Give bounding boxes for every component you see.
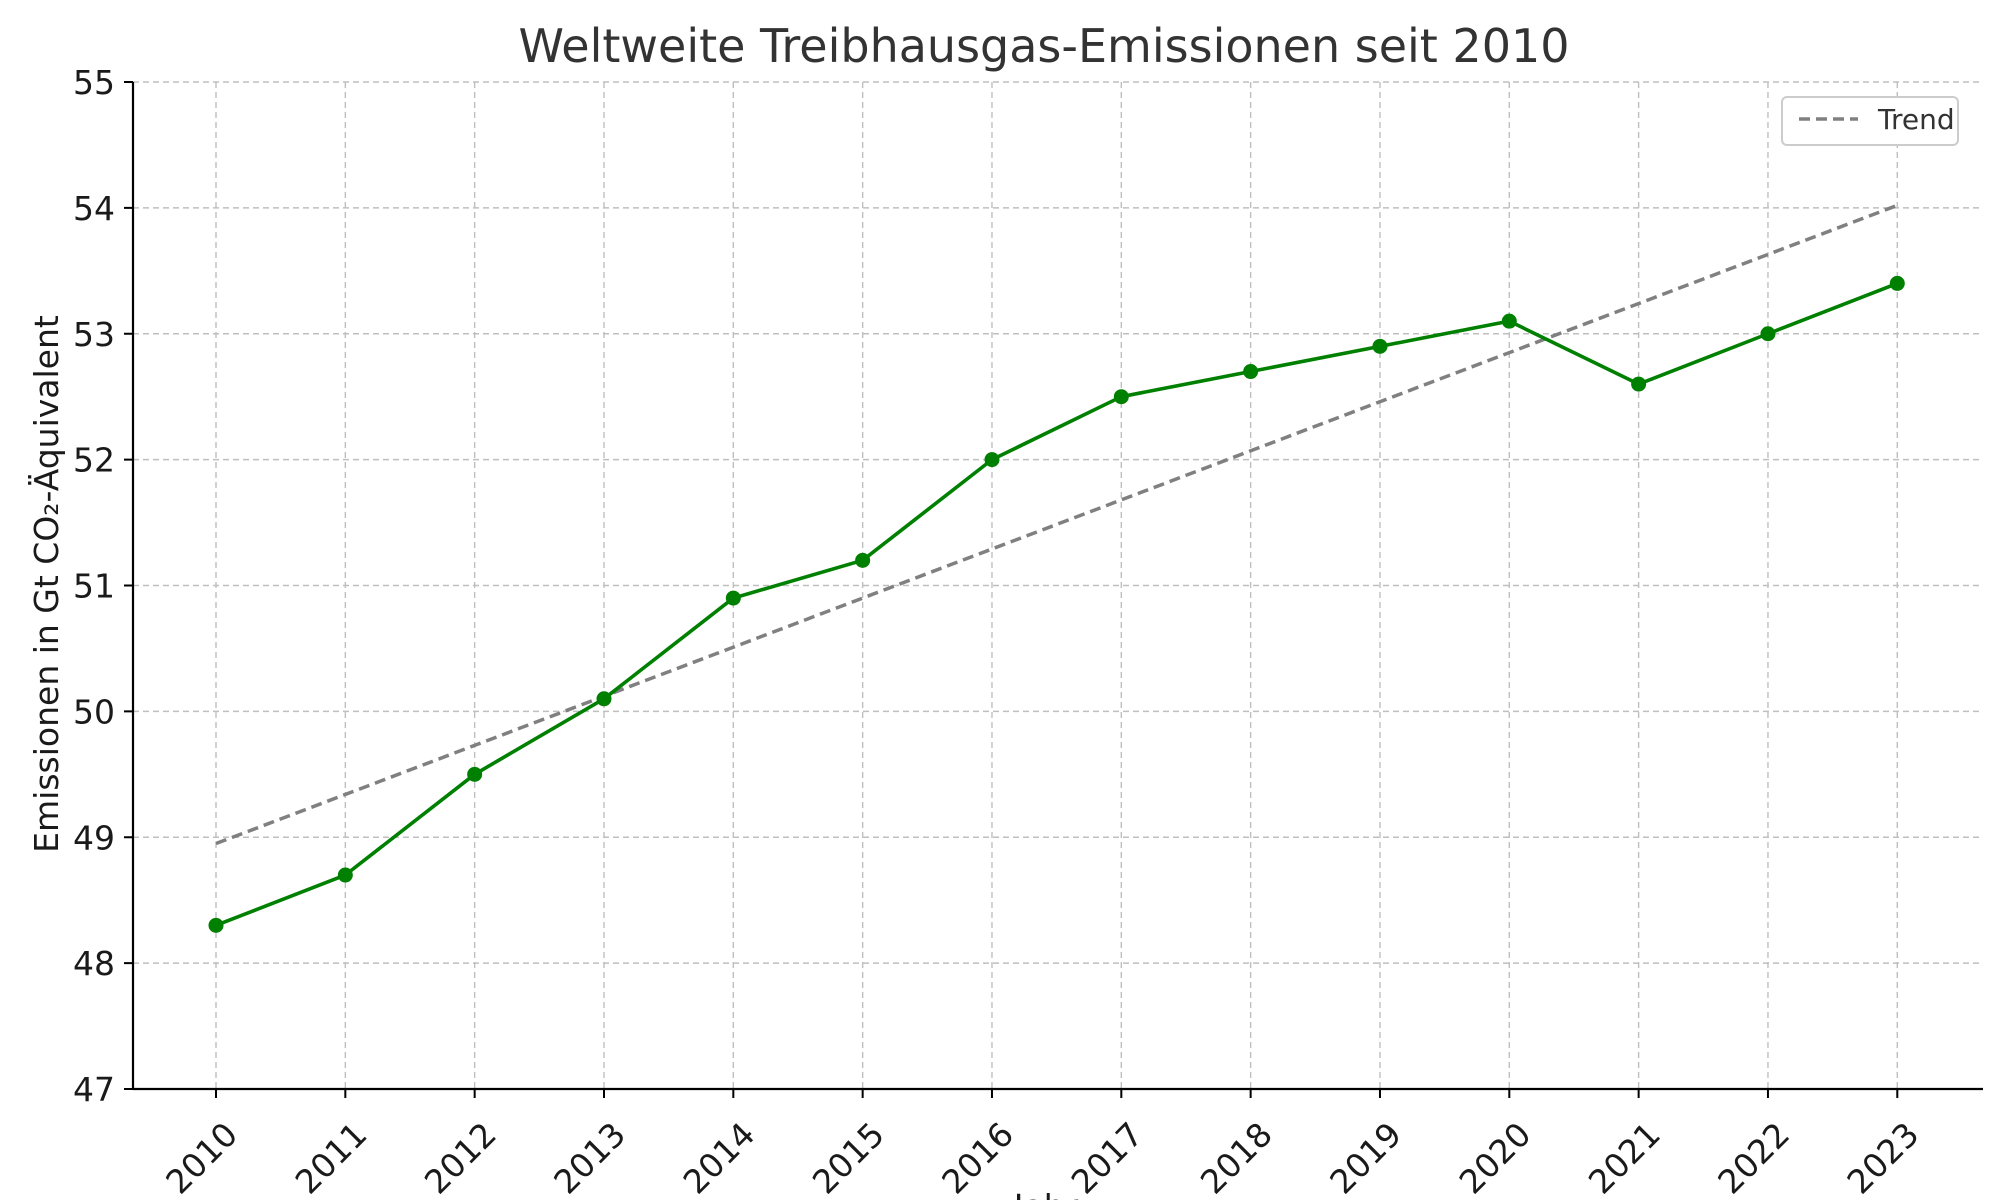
y-tick-label: 55 [73, 63, 115, 102]
x-tick-label: 2010 [158, 1115, 245, 1200]
data-point [1889, 275, 1905, 291]
axes [124, 81, 1983, 1098]
x-tick-label: 2020 [1452, 1115, 1539, 1200]
x-tick-label: 2021 [1581, 1115, 1668, 1200]
legend-trend-label: Trend [1877, 103, 1955, 136]
data-point [1760, 326, 1776, 342]
x-tick-label: 2016 [934, 1115, 1021, 1200]
trend-series [215, 203, 1898, 846]
emissions-line [215, 281, 1898, 928]
x-tick-label: 2018 [1193, 1115, 1280, 1200]
x-tick-label: 2022 [1710, 1115, 1797, 1200]
chart-title: Weltweite Treibhausgas-Emissionen seit 2… [518, 19, 1569, 73]
x-tick-label: 2014 [676, 1115, 763, 1200]
data-point [1113, 389, 1129, 405]
x-tick-label: 2013 [546, 1115, 633, 1200]
x-tick-label: 2011 [288, 1115, 375, 1200]
data-point [596, 691, 612, 707]
y-tick-label: 51 [73, 567, 115, 606]
y-axis-title: Emissionen in Gt CO₂-Äquivalent [27, 315, 66, 853]
x-tick-label: 2019 [1322, 1115, 1409, 1200]
y-tick-label: 52 [73, 441, 115, 480]
legend: Trend [1781, 96, 1959, 146]
data-point [855, 552, 871, 568]
y-tick-label: 54 [73, 189, 115, 228]
grid [133, 81, 1983, 1090]
y-tick-label: 47 [73, 1070, 115, 1109]
legend-frame [1781, 96, 1959, 146]
data-point [208, 917, 224, 933]
y-tick-label: 53 [73, 315, 115, 354]
data-point [984, 452, 1000, 468]
data-point [1243, 364, 1259, 380]
data-point [1631, 376, 1647, 392]
tick-labels: 47 48 49 50 51 52 53 54 55 2010 2011 2012 2013 2014 20… [73, 63, 1926, 1200]
data-point [1372, 338, 1388, 354]
y-tick-label: 48 [73, 944, 115, 983]
trend-line [215, 203, 1898, 846]
data-point [337, 867, 353, 883]
y-tick-label: 50 [73, 692, 115, 731]
y-tick-label: 49 [73, 818, 115, 857]
x-tick-label: 2023 [1840, 1115, 1927, 1200]
x-axis-title: Jahr [1012, 1187, 1079, 1200]
x-tick-label: 2012 [417, 1115, 504, 1200]
data-point [1501, 313, 1517, 329]
data-point [467, 766, 483, 782]
x-tick-label: 2015 [805, 1115, 892, 1200]
data-point [725, 590, 741, 606]
emissions-series [208, 275, 1905, 933]
